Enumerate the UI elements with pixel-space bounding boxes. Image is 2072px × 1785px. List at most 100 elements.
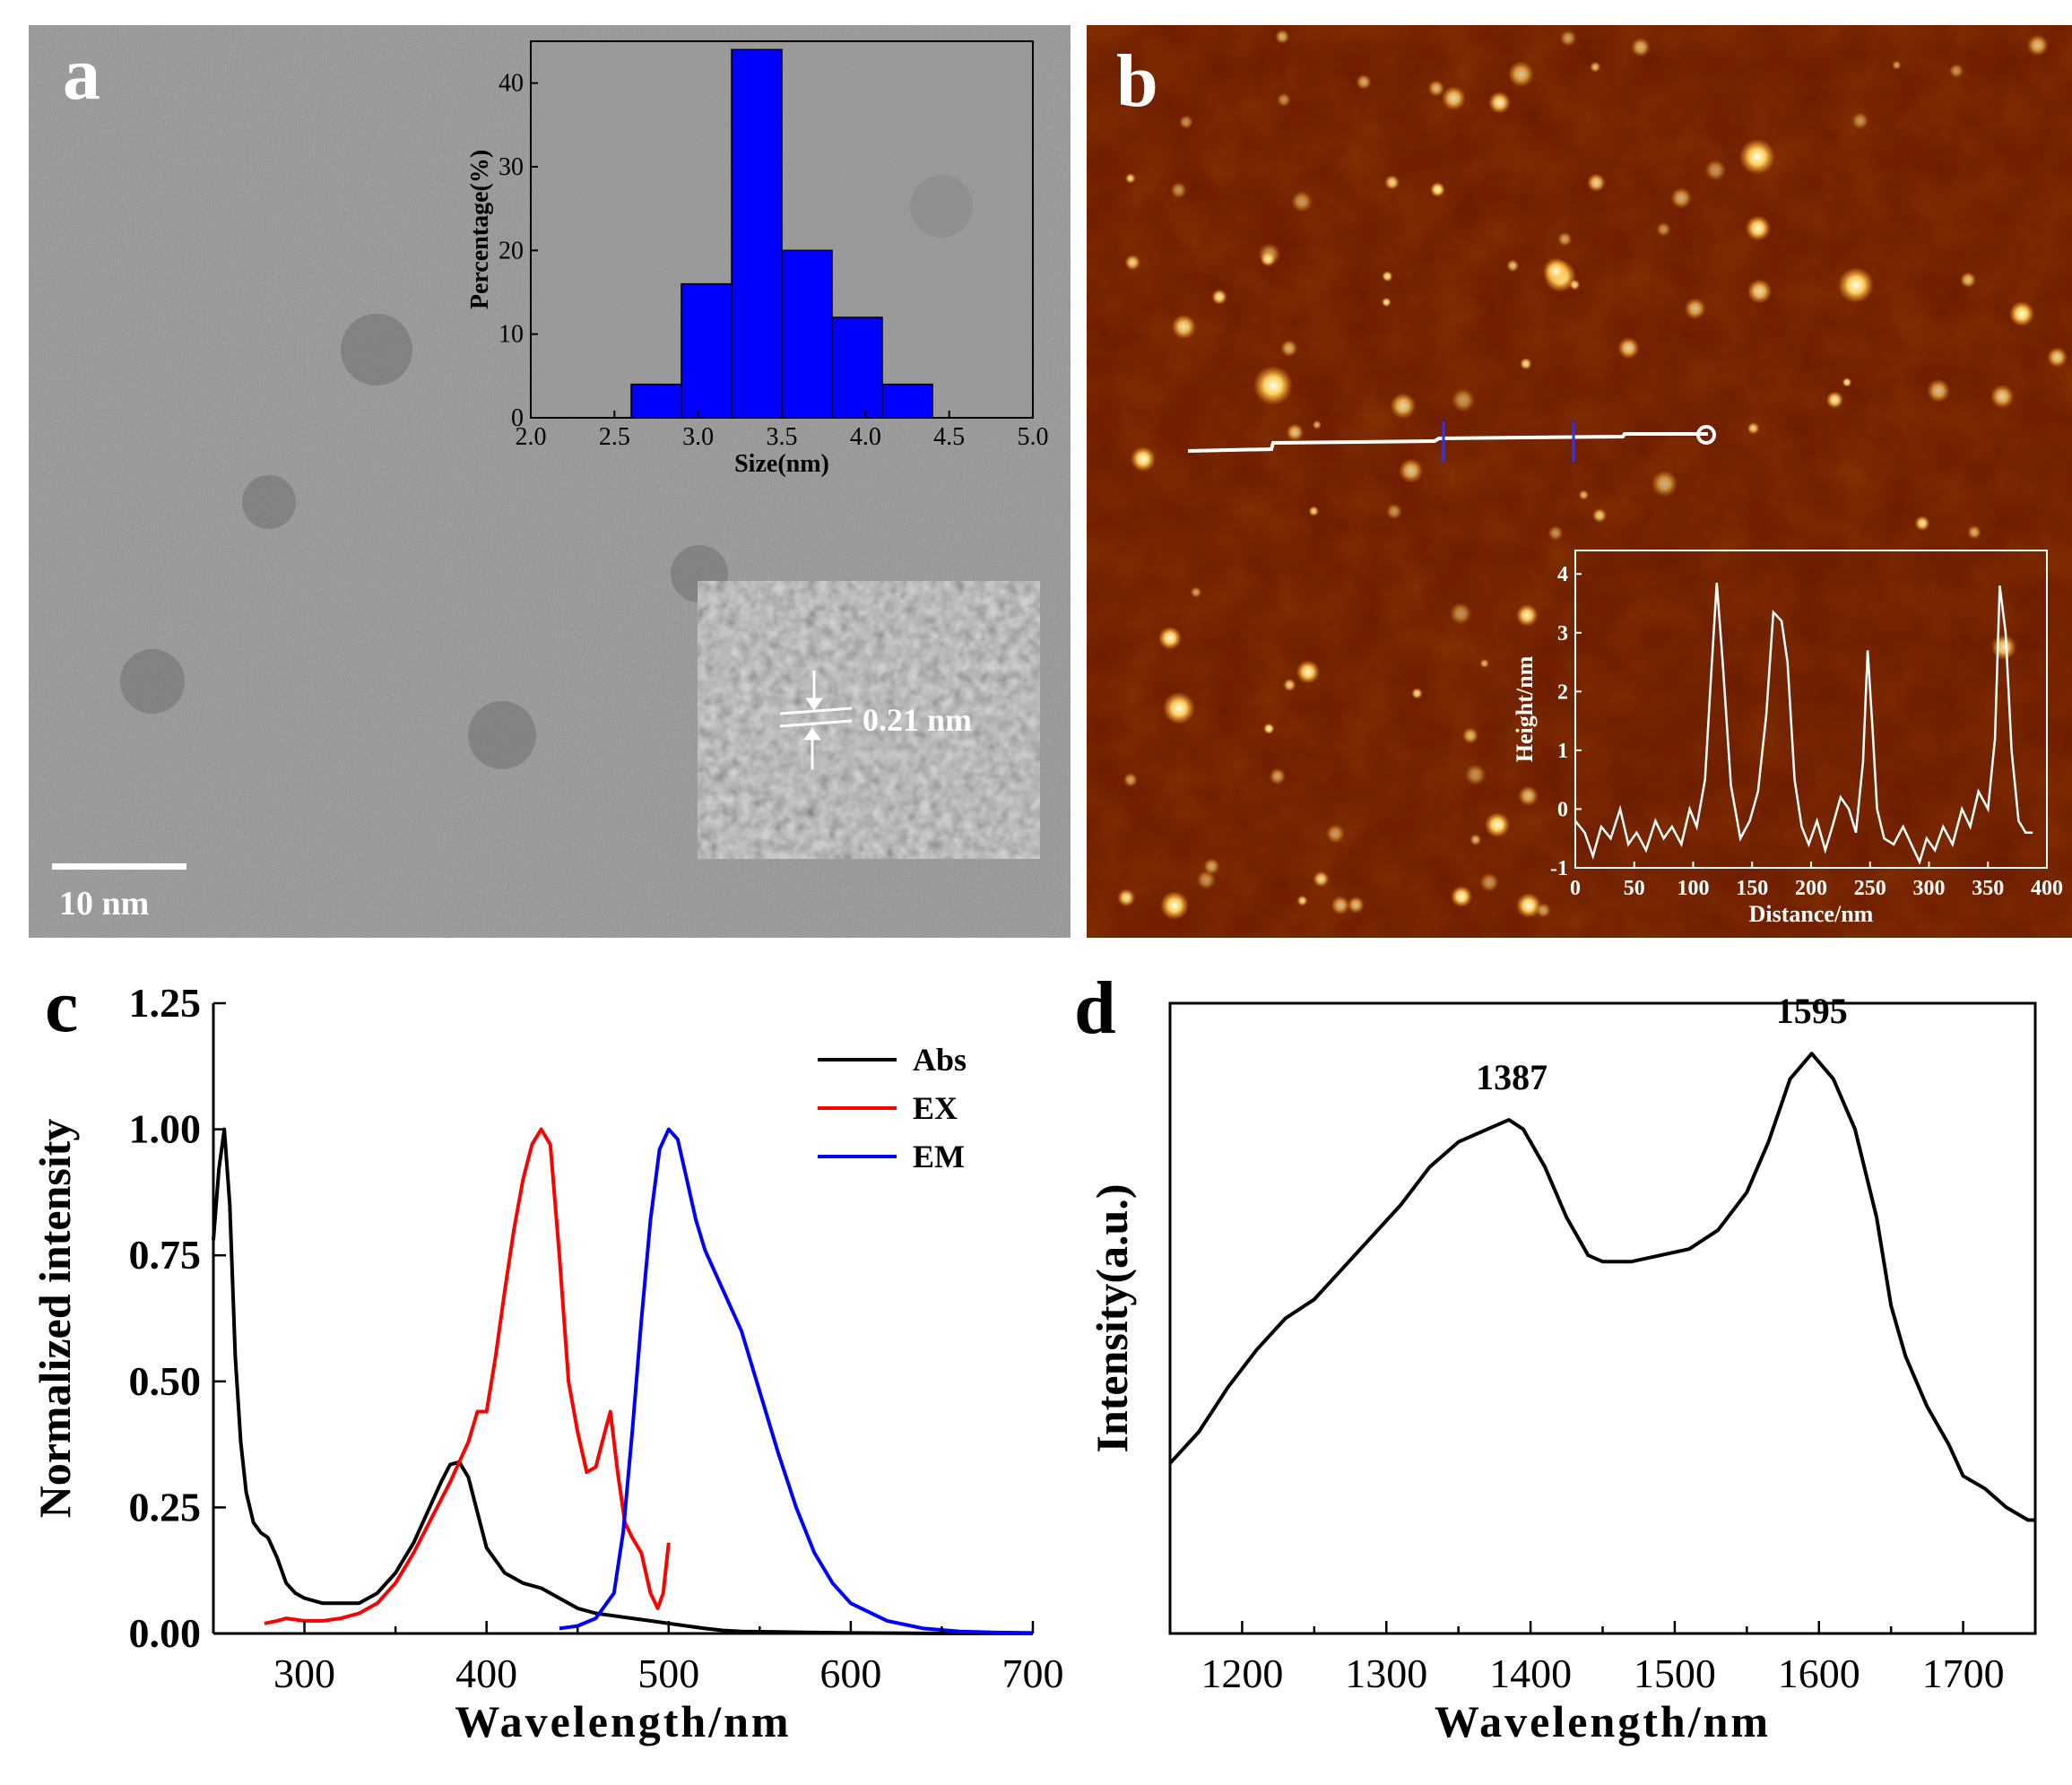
height-x-label: Distance/nm — [1749, 901, 1874, 927]
histogram-x-tick-label: 3.0 — [682, 423, 714, 451]
afm-particle — [1518, 785, 1539, 807]
size-histogram: 2.0 2.5 3.0 3.5 4.0 4.5 5.0 0 10 20 30 40 Size(nm) Pe… — [466, 40, 1049, 478]
afm-particle — [1914, 516, 1930, 532]
afm-particle — [1651, 470, 1678, 498]
afm-particle — [1587, 173, 1606, 193]
afm-particle — [1275, 30, 1290, 44]
afm-particle — [1190, 586, 1202, 598]
raman-peak-label: 1387 — [1476, 1057, 1547, 1097]
panel-c: c 300 400 500 600 700 0.00 0.25 0.50 0.75 1.00 1.2… — [30, 965, 1064, 1746]
afm-particle — [1312, 420, 1322, 429]
afm-particle — [1291, 190, 1313, 212]
afm-particle — [1485, 812, 1510, 837]
afm-particle — [1684, 298, 1706, 320]
afm-particle — [2026, 34, 2049, 56]
spectra-y-label: Normalized intensity — [30, 1119, 80, 1519]
afm-particle — [1117, 888, 1136, 907]
raman-x-tick-label: 1400 — [1489, 1651, 1572, 1696]
height-x-tick-label: 150 — [1736, 877, 1768, 900]
raman-x-tick-label: 1500 — [1634, 1651, 1716, 1696]
afm-particle — [1196, 870, 1216, 890]
afm-particle — [1124, 254, 1140, 271]
lattice-spacing-label: 0.21 nm — [863, 702, 972, 738]
afm-particle — [1427, 80, 1445, 97]
afm-particle — [1515, 603, 1539, 627]
afm-particle — [1269, 767, 1287, 784]
histogram-x-tick-label: 4.0 — [850, 423, 881, 451]
height-x-tick-label: 200 — [1795, 877, 1827, 900]
afm-texture — [1087, 25, 2072, 938]
afm-particle — [1557, 231, 1573, 247]
afm-particle — [1535, 902, 1551, 918]
profile-markers — [1442, 421, 1575, 462]
afm-particle — [1211, 289, 1227, 305]
histogram-x-tick-label: 3.5 — [767, 423, 798, 451]
afm-particle — [1123, 773, 1138, 787]
histogram-y-tick-label: 30 — [498, 153, 524, 181]
afm-particle — [1451, 886, 1472, 907]
afm-particles — [1117, 30, 2068, 920]
spectra-y-tick-label: 0.00 — [129, 1610, 202, 1656]
panel-b: b 0 50 100 150 200 250 300 350 400-101234Distanc… — [1087, 25, 2072, 938]
scale-bar-label: 10 nm — [59, 885, 149, 923]
afm-particle — [1386, 503, 1402, 520]
afm-particle — [1325, 824, 1345, 844]
afm-particle — [1590, 61, 1601, 73]
raman-x-tick-label: 1200 — [1201, 1651, 1283, 1696]
lattice-marker — [779, 671, 853, 769]
afm-particle — [1356, 74, 1372, 90]
afm-particle — [1163, 692, 1195, 724]
afm-particle — [1441, 86, 1466, 111]
histogram-y-tick-label: 0 — [511, 404, 524, 432]
afm-particle — [1990, 385, 2015, 409]
histogram-bar — [731, 48, 783, 419]
spectra-y-tick-label: 0.25 — [129, 1484, 202, 1529]
afm-particle — [1286, 423, 1305, 442]
height-x-tick-label: 350 — [1972, 877, 2004, 900]
afm-particle — [1592, 507, 1608, 523]
afm-particle — [1382, 297, 1391, 308]
spectra-x-tick-label: 700 — [1002, 1651, 1064, 1696]
afm-particle — [1479, 658, 1489, 669]
afm-particle — [1927, 378, 1951, 403]
panel-d: d 1200 1300 1400 1500 1600 1700 Wavelength/nm I… — [1074, 966, 2037, 1746]
afm-particle — [1203, 858, 1220, 875]
spectra-y-tick-label: 1.00 — [129, 1106, 202, 1152]
afm-particle — [1411, 688, 1423, 699]
height-y-tick-label: 4 — [1557, 563, 1568, 586]
height-x-tick-label: 50 — [1624, 877, 1645, 900]
histogram-y-tick-label: 10 — [498, 321, 524, 349]
afm-particle — [1670, 187, 1692, 209]
afm-particle — [1464, 764, 1487, 785]
afm-particle — [1179, 115, 1193, 129]
histogram-y-tick-label: 40 — [498, 70, 524, 98]
afm-particle — [1516, 893, 1541, 918]
afm-particle — [1520, 358, 1532, 370]
afm-particle — [1313, 871, 1330, 888]
histogram-x-tick-label: 2.0 — [516, 423, 547, 451]
legend-label-em: EM — [913, 1139, 965, 1174]
afm-particle — [1479, 872, 1499, 892]
spectra-y-tick-label: 1.25 — [129, 980, 202, 1026]
spectra-x-tick-label: 300 — [273, 1651, 335, 1696]
histogram-x-tick-label: 5.0 — [1018, 423, 1049, 451]
histogram-x-tick-label: 4.5 — [933, 423, 965, 451]
afm-particle — [1260, 251, 1276, 267]
afm-particle — [1578, 490, 1590, 500]
afm-particle — [1560, 30, 1577, 47]
afm-particle — [1450, 602, 1472, 625]
legend-label-abs: Abs — [913, 1042, 967, 1078]
histogram-bar — [781, 249, 833, 419]
afm-particle — [1347, 896, 1365, 914]
height-y-tick-label: 2 — [1557, 680, 1568, 704]
afm-particle — [1296, 660, 1320, 684]
afm-particle — [1451, 388, 1476, 412]
afm-particle — [1488, 91, 1511, 114]
afm-particle — [1506, 259, 1520, 273]
histogram-x-label: Size(nm) — [734, 450, 829, 478]
afm-particle — [1542, 257, 1570, 284]
height-profile: 0 50 100 150 200 250 300 350 400-101234Distance/… — [1512, 550, 2063, 927]
spectra-x-tick-label: 600 — [819, 1651, 881, 1696]
afm-particle — [1469, 834, 1482, 845]
histogram-y-label: Percentage(%) — [466, 150, 494, 309]
